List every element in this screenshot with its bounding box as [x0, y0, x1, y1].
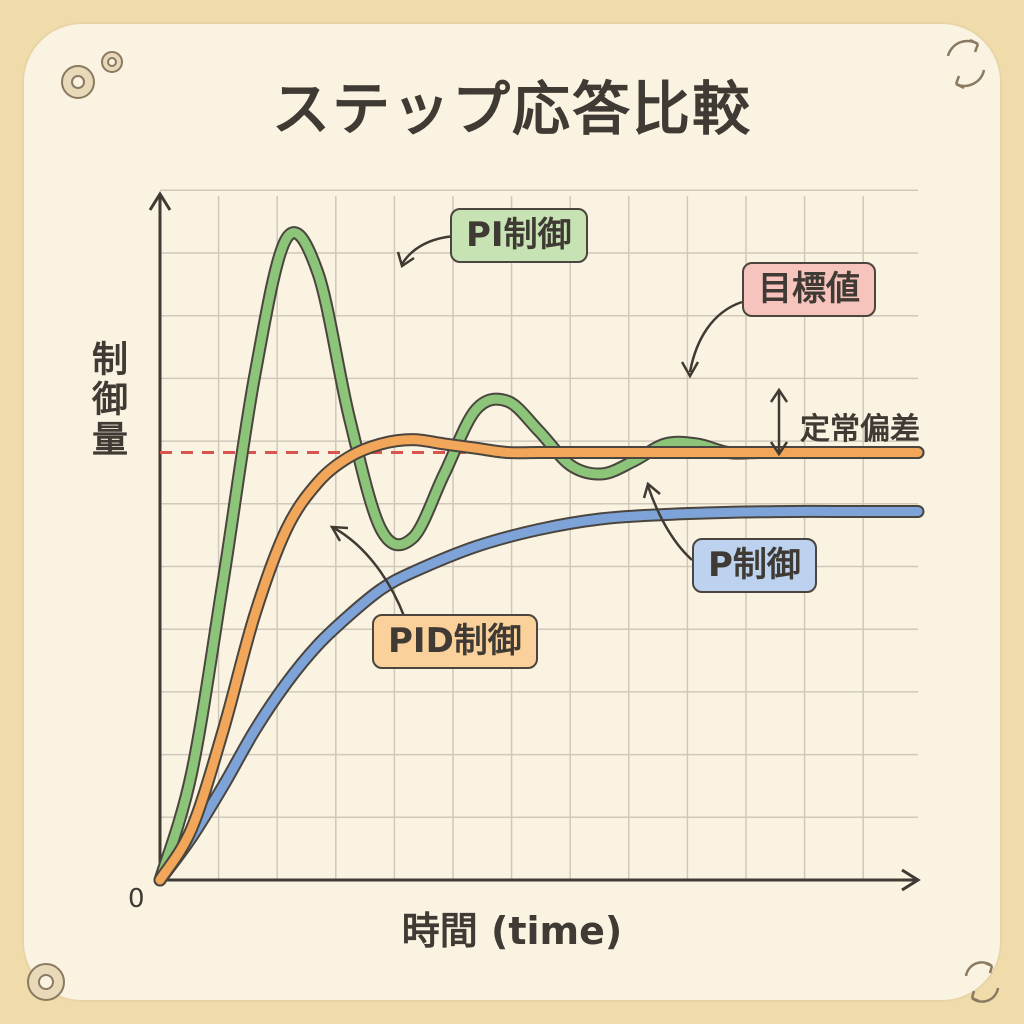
steady-state-error-label: 定常偏差: [800, 412, 920, 447]
pi-label-arrow-head-icon: [396, 251, 415, 268]
cycle-arrows-icon: [964, 961, 1000, 1003]
pid-series-label: PID制御: [372, 614, 538, 670]
p-series-label: P制御: [692, 538, 817, 594]
target-label-arrow: [688, 300, 743, 373]
y-axis-label: 制御量: [86, 340, 127, 460]
cycle-arrows-icon: [946, 38, 986, 90]
pi-series-label: PI制御: [450, 208, 588, 264]
gear-icon: [27, 963, 65, 1001]
target-label-arrow-head-icon: [680, 361, 700, 379]
p-label-arrow: [646, 485, 693, 561]
y-axis-arrow-icon: [148, 191, 172, 211]
origin-tick-label: 0: [128, 884, 145, 914]
setpoint-label: 目標値: [742, 262, 876, 318]
gear-icon: [61, 51, 123, 99]
axes: [148, 191, 921, 892]
x-axis-arrow-icon: [901, 868, 921, 892]
p-label-arrow-head-icon: [642, 481, 661, 499]
pid-label-arrow-head-icon: [329, 525, 349, 542]
pid-label-arrow: [333, 526, 406, 617]
bracket-arrow-down-icon: [769, 441, 789, 457]
x-axis-label: 時間 (time): [401, 909, 623, 953]
p-series-line: [155, 506, 923, 885]
chart-title: ステップ応答比較: [271, 75, 752, 143]
pid-series-line: [155, 435, 923, 885]
bracket-arrow-up-icon: [769, 387, 789, 403]
pi-label-arrow: [400, 234, 456, 265]
